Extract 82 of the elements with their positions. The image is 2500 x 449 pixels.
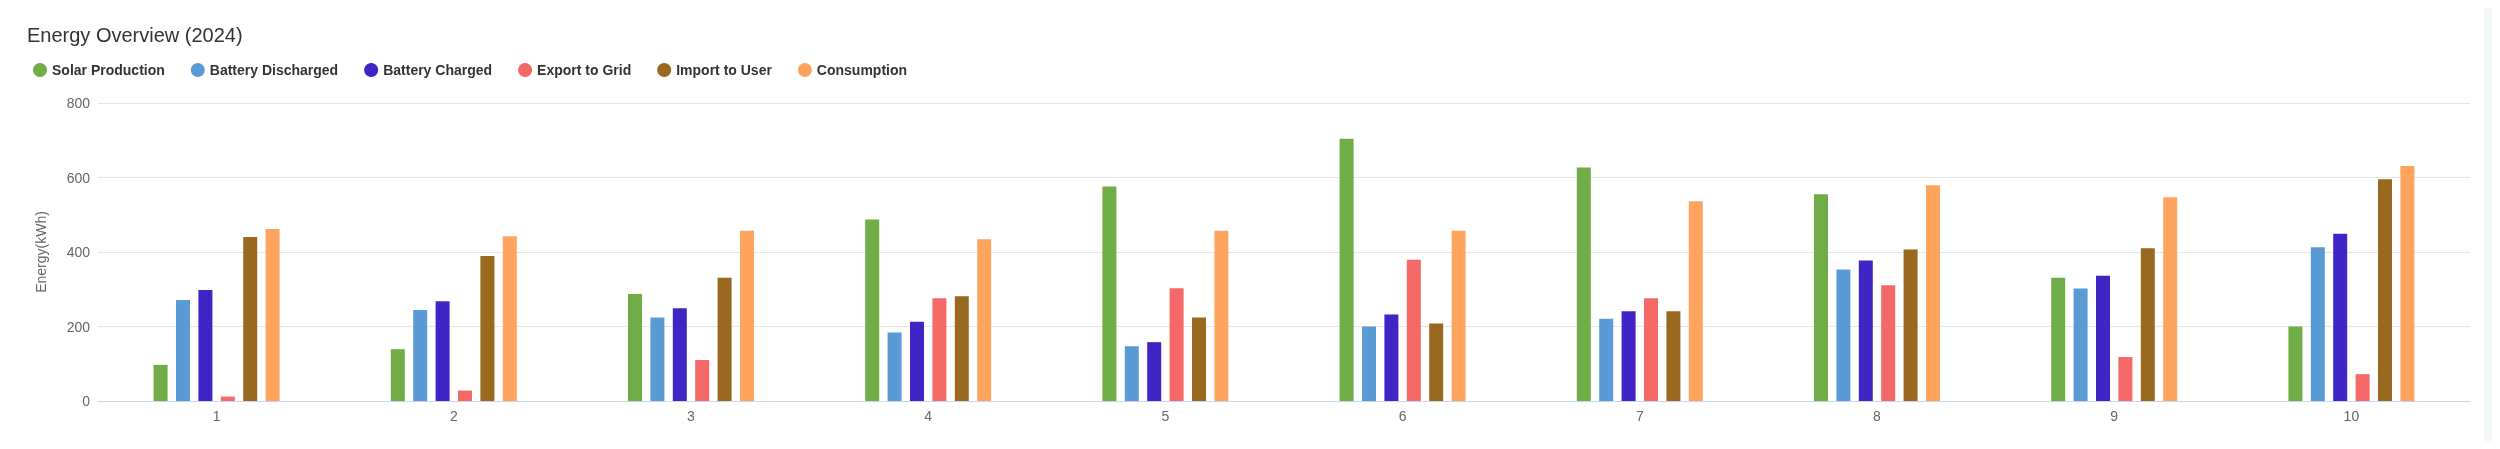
- y-tick-label: 800: [66, 95, 91, 111]
- bar: [1926, 185, 1940, 401]
- bar: [243, 237, 258, 401]
- bar: [2096, 275, 2110, 401]
- bar: [1451, 230, 1466, 401]
- bar: [2073, 288, 2088, 401]
- bar: [2118, 357, 2133, 401]
- bar: [2378, 179, 2392, 401]
- bar: [1406, 259, 1421, 401]
- x-tick-label: 6: [1398, 408, 1407, 424]
- bar: [932, 298, 947, 401]
- bar: [2163, 197, 2178, 401]
- bar: [740, 230, 754, 401]
- x-tick-label: 5: [1161, 408, 1170, 424]
- bar: [1621, 311, 1636, 401]
- legend-label: Battery Charged: [383, 62, 493, 78]
- bar: [502, 236, 517, 401]
- bar: [1644, 298, 1658, 401]
- x-tick-label: 3: [687, 408, 696, 424]
- bar: [1576, 167, 1591, 401]
- bar: [865, 219, 880, 401]
- y-tick-label: 200: [66, 318, 91, 335]
- bar: [1192, 317, 1206, 401]
- bar: [198, 290, 213, 401]
- bar: [2310, 247, 2325, 401]
- bar: [954, 296, 969, 401]
- bar: [672, 308, 687, 401]
- y-tick-label: 400: [66, 244, 91, 260]
- bar: [1666, 311, 1681, 401]
- legend-label: Export to Grid: [537, 62, 632, 78]
- bar: [977, 239, 992, 401]
- bar: [650, 317, 665, 401]
- x-tick-label: 4: [924, 408, 933, 424]
- bar: [390, 349, 405, 401]
- bar: [628, 294, 642, 401]
- bar: [435, 301, 450, 401]
- legend-label: Consumption: [816, 62, 908, 78]
- bar: [1362, 326, 1376, 401]
- bar: [1339, 138, 1354, 401]
- bar: [717, 277, 732, 401]
- bar: [2333, 233, 2348, 401]
- bar: [1147, 342, 1162, 401]
- bar: [910, 321, 924, 401]
- bar: [1688, 201, 1703, 401]
- bar: [1102, 186, 1117, 401]
- bar: [887, 332, 902, 401]
- x-tick-label: 10: [2343, 408, 2360, 424]
- y-axis-title: Energy(kWh): [33, 211, 49, 293]
- bar: [480, 256, 495, 401]
- bar: [2400, 165, 2415, 401]
- y-tick-label: 600: [66, 169, 91, 186]
- x-tick-label: 1: [212, 408, 221, 424]
- bar: [2140, 248, 2155, 401]
- chart-title: Energy Overview (2024): [27, 24, 243, 46]
- legend-label: Solar Production: [52, 62, 165, 78]
- y-tick-label: 0: [82, 393, 91, 409]
- bar: [2355, 374, 2370, 401]
- bar: [1429, 323, 1444, 401]
- bar: [1903, 249, 1918, 401]
- bar: [1384, 314, 1399, 401]
- bar: [1599, 318, 1614, 401]
- bar: [153, 364, 168, 401]
- bar: [2051, 277, 2066, 401]
- bar: [2288, 326, 2303, 401]
- bar: [1836, 269, 1851, 401]
- x-tick-label: 7: [1635, 408, 1644, 424]
- bar: [1214, 230, 1229, 401]
- bar: [413, 310, 428, 401]
- bar: [1814, 194, 1828, 401]
- bar: [1169, 288, 1184, 401]
- bar: [1858, 260, 1873, 401]
- bar: [1881, 285, 1896, 401]
- legend-label: Battery Discharged: [209, 62, 339, 78]
- bar: [176, 300, 190, 401]
- x-tick-label: 8: [1873, 408, 1882, 424]
- bar: [458, 390, 472, 401]
- legend-label: Import to User: [676, 62, 773, 78]
- bar: [265, 228, 280, 401]
- x-tick-label: 9: [2110, 408, 2119, 424]
- bar: [695, 360, 710, 401]
- x-tick-label: 2: [449, 408, 458, 424]
- bar: [1124, 346, 1139, 401]
